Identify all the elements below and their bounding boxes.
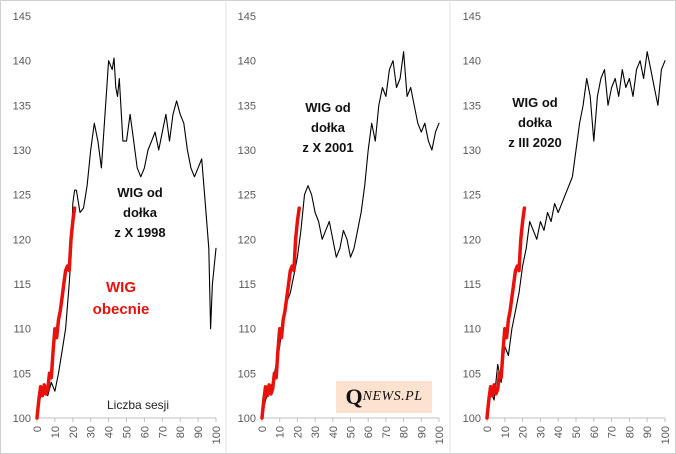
y-tick-label: 105 — [463, 368, 481, 380]
y-tick-label: 140 — [463, 56, 481, 68]
series-line-wig-historical — [36, 57, 217, 419]
x-tick-label: 50 — [346, 426, 358, 438]
y-tick-label: 130 — [13, 145, 31, 157]
y-tick-label: 145 — [463, 11, 481, 23]
series-line-wig-historical — [261, 51, 440, 419]
series-line-wig-obecnie — [35, 206, 77, 420]
x-tick-label: 20 — [518, 426, 530, 438]
annotation-label: z III 2020 — [508, 135, 561, 150]
annotation-label: dołka — [518, 115, 553, 130]
x-tick-label: 10 — [275, 426, 287, 438]
annotation-label: WIG od — [305, 100, 351, 115]
y-tick-label: 140 — [238, 56, 256, 68]
x-tick-label: 100 — [211, 426, 223, 444]
x-tick-label: 60 — [139, 426, 151, 438]
x-tick-label: 70 — [381, 426, 393, 438]
logo-text: NEWS.PL — [362, 389, 423, 404]
x-tick-label: 60 — [363, 426, 375, 438]
y-tick-label: 115 — [463, 279, 481, 291]
annotation-label: z X 2001 — [302, 140, 353, 155]
y-tick-label: 145 — [238, 11, 256, 23]
x-tick-label: 60 — [589, 426, 601, 438]
y-tick-label: 100 — [238, 413, 256, 425]
x-tick-label: 90 — [416, 426, 428, 438]
x-tick-label: 80 — [399, 426, 411, 438]
x-tick-label: 80 — [175, 426, 187, 438]
wig-obecnie-label: obecnie — [93, 301, 150, 318]
x-tick-label: 10 — [500, 426, 512, 438]
y-tick-label: 140 — [13, 56, 31, 68]
annotation-label: dołka — [311, 120, 346, 135]
x-tick-label: 20 — [68, 426, 80, 438]
x-tick-label: 70 — [607, 426, 619, 438]
y-tick-label: 115 — [13, 279, 31, 291]
y-tick-label: 135 — [238, 100, 256, 112]
x-tick-label: 90 — [642, 426, 654, 438]
y-tick-label: 145 — [13, 11, 31, 23]
x-tick-label: 30 — [86, 426, 98, 438]
y-tick-label: 120 — [463, 234, 481, 246]
y-tick-label: 110 — [13, 324, 31, 336]
y-tick-label: 135 — [463, 100, 481, 112]
series-line-wig-obecnie — [260, 206, 301, 420]
qnews-logo: Q NEWS.PL — [336, 381, 432, 413]
y-tick-label: 100 — [463, 413, 481, 425]
wig-obecnie-label: WIG — [106, 279, 136, 296]
x-tick-label: 0 — [482, 426, 494, 432]
annotation-label: WIG od — [512, 95, 558, 110]
x-tick-label: 100 — [434, 426, 446, 444]
y-tick-label: 130 — [238, 145, 256, 157]
annotation-label: WIG od — [117, 185, 163, 200]
y-tick-label: 120 — [238, 234, 256, 246]
x-tick-label: 50 — [571, 426, 583, 438]
y-tick-label: 130 — [463, 145, 481, 157]
x-tick-label: 100 — [660, 426, 672, 444]
y-tick-label: 100 — [13, 413, 31, 425]
y-tick-label: 125 — [463, 190, 481, 202]
annotation-label: dołka — [123, 205, 158, 220]
x-tick-label: 0 — [257, 426, 269, 432]
y-tick-label: 110 — [463, 324, 481, 336]
x-tick-label: 80 — [624, 426, 636, 438]
series-line-wig-obecnie — [485, 206, 527, 420]
y-tick-label: 105 — [238, 368, 256, 380]
x-tick-label: 50 — [122, 426, 134, 438]
x-tick-label: 40 — [328, 426, 340, 438]
y-tick-label: 115 — [238, 279, 256, 291]
x-tick-label: 0 — [32, 426, 44, 432]
y-tick-label: 125 — [13, 190, 31, 202]
y-tick-label: 125 — [238, 190, 256, 202]
y-tick-label: 135 — [13, 100, 31, 112]
x-tick-label: 30 — [310, 426, 322, 438]
annotation-label: z X 1998 — [114, 225, 165, 240]
logo-q-letter: Q — [345, 384, 363, 409]
x-tick-label: 10 — [50, 426, 62, 438]
y-tick-label: 110 — [238, 324, 256, 336]
x-tick-label: 20 — [292, 426, 304, 438]
x-tick-label: 70 — [157, 426, 169, 438]
x-tick-label: 30 — [535, 426, 547, 438]
x-tick-label: 90 — [193, 426, 205, 438]
x-tick-label: 40 — [553, 426, 565, 438]
y-tick-label: 105 — [13, 368, 31, 380]
x-tick-label: 40 — [104, 426, 116, 438]
y-tick-label: 120 — [13, 234, 31, 246]
series-line-wig-historical — [486, 51, 666, 419]
x-axis-title: Liczba sesji — [107, 398, 169, 412]
